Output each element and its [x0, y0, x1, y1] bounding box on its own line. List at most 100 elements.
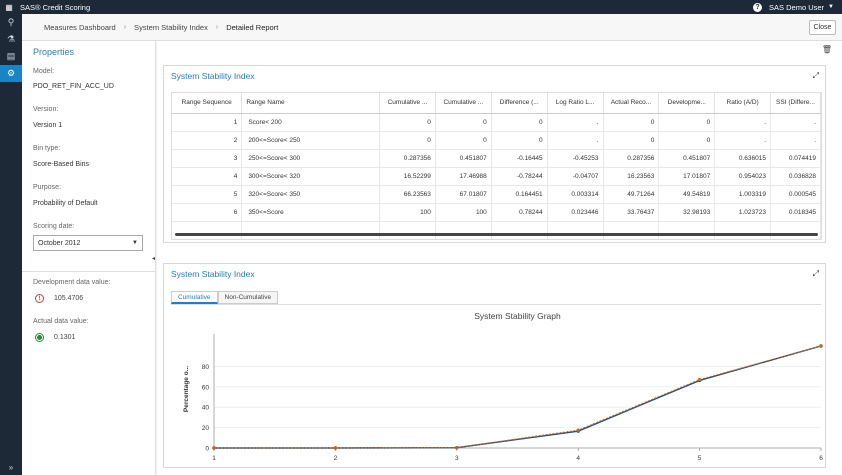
table-cell: 0: [658, 113, 716, 132]
col-header[interactable]: Cumulative ...: [435, 93, 492, 114]
table-cell: 49.71264: [603, 185, 660, 204]
series-point-2: [576, 428, 580, 432]
chart-tabs: Cumulative Non-Cumulative: [171, 291, 279, 304]
table-cell: -0.78244: [491, 167, 548, 186]
table-cell: 0.287356: [603, 149, 660, 168]
table-header-row: Range Sequence Range Name Cumulative ...…: [172, 93, 821, 114]
properties-title: Properties: [33, 47, 75, 57]
chevron-down-icon[interactable]: ▼: [828, 4, 834, 10]
tab-non-cumulative[interactable]: Non-Cumulative: [217, 291, 279, 304]
table-cell: .: [547, 131, 604, 150]
scoring-date-select[interactable]: October 2012 ▼: [33, 235, 143, 251]
col-header[interactable]: Range Name: [241, 93, 381, 114]
expand-nav-icon[interactable]: »: [8, 463, 14, 472]
model-label: Model:: [33, 68, 55, 75]
ssi-table: Range Sequence Range Name Cumulative ...…: [171, 92, 822, 240]
development-value-label: Development data value:: [33, 279, 111, 286]
divider: [22, 271, 155, 272]
tab-cumulative[interactable]: Cumulative: [171, 291, 218, 304]
x-tick-label: 3: [455, 455, 459, 462]
horizontal-scrollbar[interactable]: [175, 233, 818, 236]
expand-icon[interactable]: ⤢: [812, 269, 819, 278]
x-tick-label: 2: [334, 455, 338, 462]
table-row[interactable]: 5 320<=Score< 350 66.23563 67.01807 0.164451…: [172, 185, 821, 204]
collapse-panel-icon[interactable]: ◂: [152, 256, 156, 262]
user-menu[interactable]: SAS Demo User: [769, 2, 825, 12]
bin-type-label: Bin type:: [33, 145, 61, 152]
table-cell: 320<=Score< 350: [241, 185, 381, 204]
table-cell: 66.23563: [379, 185, 436, 204]
table-row[interactable]: 6 350<=Score 100 100 0.78244 0.023446 33.76437…: [172, 203, 821, 222]
table-cell: 0.451807: [658, 149, 716, 168]
table-cell: 100: [379, 203, 436, 222]
col-header[interactable]: Ratio (A/D): [714, 93, 771, 114]
col-header[interactable]: SSI (Differe...: [770, 93, 821, 114]
col-header[interactable]: Log Ratio L...: [547, 93, 604, 114]
table-row[interactable]: 3 250<=Score< 300 0.287356 0.451807 -0.16445…: [172, 149, 821, 168]
warning-icon: !: [35, 294, 44, 303]
table-row[interactable]: 1 Score< 200 0 0 0. 0 0..: [172, 113, 821, 132]
col-header[interactable]: Actual Reco...: [603, 93, 660, 114]
y-tick-label: 40: [202, 405, 210, 412]
ssi-chart-title: System Stability Index: [171, 269, 255, 279]
nav-analysis-icon[interactable]: ⚗: [6, 34, 16, 44]
col-header[interactable]: Difference (...: [491, 93, 548, 114]
app-header: ▦ SAS® Credit Scoring ? SAS Demo User ▼: [0, 0, 842, 14]
table-cell: .: [770, 113, 821, 132]
table-cell: 0: [491, 131, 548, 150]
series-point-2: [455, 445, 459, 450]
col-header[interactable]: Range Sequence: [172, 93, 243, 114]
development-value: 105.4706: [54, 295, 84, 302]
table-cell: 0.287356: [379, 149, 436, 168]
table-cell: 67.01807: [435, 185, 492, 204]
table-cell: 100: [435, 203, 492, 222]
expand-icon[interactable]: ⤢: [812, 71, 819, 80]
breadcrumb-measures-dashboard[interactable]: Measures Dashboard: [44, 22, 116, 32]
version-value: Version 1: [33, 122, 63, 129]
nav-dashboard-icon[interactable]: ⚙: [0, 65, 22, 82]
nav-reports-icon[interactable]: ▤: [6, 51, 16, 61]
tab-underline: [171, 304, 821, 305]
col-header[interactable]: Developme...: [658, 93, 716, 114]
y-tick-label: 60: [202, 384, 210, 391]
ssi-table-title: System Stability Index: [171, 71, 255, 81]
table-cell: 0.451807: [435, 149, 492, 168]
table-cell: .: [714, 131, 771, 150]
series-point-2: [819, 344, 823, 348]
table-cell: 200<=Score< 250: [241, 131, 381, 150]
help-icon[interactable]: ?: [753, 2, 763, 12]
y-axis-label: Percentage o...: [183, 366, 190, 412]
close-button[interactable]: Close: [809, 20, 836, 35]
table-cell: 5: [172, 185, 243, 204]
series-line-2: [214, 345, 822, 449]
app-grid-icon[interactable]: ▦: [5, 2, 13, 12]
table-cell: 0: [435, 131, 492, 150]
nav-measures-icon[interactable]: ⚲: [7, 17, 15, 27]
col-header[interactable]: Cumulative ...: [379, 93, 436, 114]
table-cell: 49.54819: [658, 185, 716, 204]
table-cell: [658, 221, 716, 239]
table-row[interactable]: 2 200<=Score< 250 0 0 0. 0 0..: [172, 131, 821, 150]
trash-icon[interactable]: 🗑: [821, 45, 832, 54]
table-row[interactable]: 4 300<=Score< 320 16.52299 17.46988 -0.78244…: [172, 167, 821, 186]
table-cell: 0.636015: [714, 149, 771, 168]
table-cell: 0: [603, 131, 660, 150]
table-cell: 32.98193: [658, 203, 716, 222]
breadcrumb: Measures Dashboard › System Stability In…: [22, 14, 842, 41]
table-cell: Score< 200: [241, 113, 381, 132]
breadcrumb-system-stability-index[interactable]: System Stability Index: [134, 22, 208, 32]
table-cell: 1.023723: [714, 203, 771, 222]
table-cell: 17.46988: [435, 167, 492, 186]
chart-title: System Stability Graph: [474, 311, 561, 321]
table-cell: 350<=Score: [241, 203, 381, 222]
properties-panel: Properties Model: PDO_RET_FIN_ACC_UD Ver…: [22, 41, 156, 475]
table-cell: -0.16445: [491, 149, 548, 168]
caret-down-icon: ▼: [132, 240, 138, 246]
purpose-value: Probability of Default: [33, 200, 98, 207]
table-cell: -0.04707: [547, 167, 604, 186]
table-cell: [603, 221, 660, 239]
x-tick-label: 5: [698, 455, 702, 462]
table-cell: 0.074419: [770, 149, 821, 168]
table-cell: .: [770, 131, 821, 150]
main-content: 🗑 System Stability Index ⤢ Range Sequenc…: [157, 41, 842, 475]
